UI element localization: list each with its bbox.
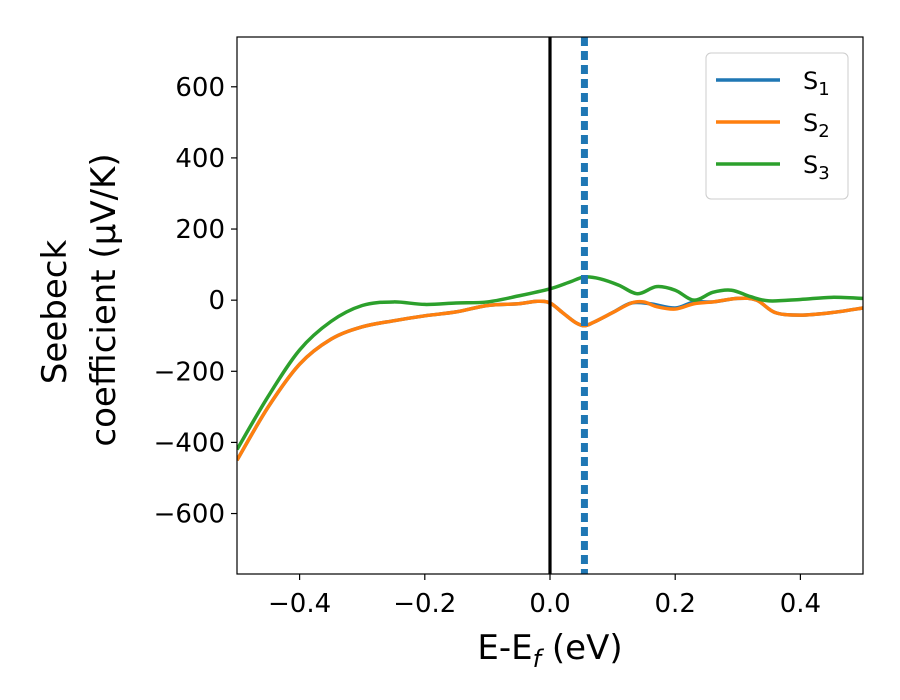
legend-label: S3 xyxy=(803,151,830,184)
y-tick-label: −600 xyxy=(154,500,225,530)
y-axis-label-line1: Seebeck xyxy=(35,240,75,385)
y-axis-ticks: 600 400 200 0 −200 −400 −600 xyxy=(154,73,237,530)
x-axis-label-main: E-E xyxy=(477,628,532,668)
legend-label: S2 xyxy=(803,109,830,142)
x-tick-label: 0.4 xyxy=(780,589,821,619)
series-line-s3 xyxy=(237,275,863,451)
legend-label-main: S xyxy=(803,109,818,137)
x-tick-label: −0.4 xyxy=(268,589,331,619)
legend-label-main: S xyxy=(803,151,818,179)
x-axis-ticks: −0.4 −0.2 0.0 0.2 0.4 xyxy=(268,574,821,619)
y-axis-label: Seebeck coefficient (μV/K) xyxy=(35,153,124,446)
legend-label: S1 xyxy=(803,67,830,100)
reference-lines xyxy=(548,37,588,574)
legend-label-sub: 2 xyxy=(818,121,829,142)
x-axis-label-unit: (eV) xyxy=(541,628,623,668)
y-tick-label: −400 xyxy=(154,428,225,458)
y-tick-label: 0 xyxy=(208,286,225,316)
x-tick-label: 0.0 xyxy=(529,589,570,619)
x-tick-label: −0.2 xyxy=(393,589,456,619)
y-tick-label: 600 xyxy=(175,73,225,103)
x-axis-label: E-Ef (eV) xyxy=(477,628,622,673)
y-tick-label: −200 xyxy=(154,357,225,387)
x-tick-label: 0.2 xyxy=(655,589,696,619)
legend-label-sub: 3 xyxy=(818,163,829,184)
y-tick-label: 400 xyxy=(175,144,225,174)
legend-label-sub: 1 xyxy=(818,79,829,100)
y-tick-label: 200 xyxy=(175,215,225,245)
legend-label-main: S xyxy=(803,67,818,95)
y-axis-label-line2: coefficient (μV/K) xyxy=(84,153,124,446)
